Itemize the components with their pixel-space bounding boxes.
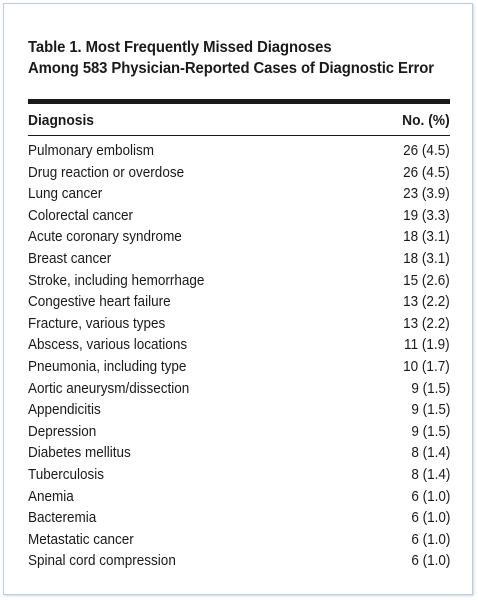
table-row: Bacteremia 6 (1.0) [28,507,450,529]
table-row: Aortic aneurysm/dissection 9 (1.5) [28,378,450,400]
diagnosis-cell: Bacteremia [28,509,97,527]
table-row: Fracture, various types 13 (2.2) [28,313,450,335]
table-header: Diagnosis No. (%) [28,111,450,131]
diagnosis-cell: Drug reaction or overdose [28,163,185,181]
count-cell: 6 (1.0) [410,509,450,527]
header-top-rule [28,99,450,104]
table-body: Pulmonary embolism 26 (4.5) Drug reaction… [28,140,450,572]
diagnosis-cell: Acute coronary syndrome [28,228,182,246]
table-title: Table 1. Most Frequently Missed Diagnose… [28,37,434,79]
column-header-number: No. (%) [402,112,450,129]
diagnosis-cell: Pneumonia, including type [28,357,187,375]
table-row: Pneumonia, including type 10 (1.7) [28,356,450,378]
count-cell: 9 (1.5) [410,422,450,440]
diagnosis-cell: Breast cancer [28,249,112,267]
diagnosis-cell: Pulmonary embolism [28,142,155,159]
count-cell: 11 (1.9) [404,336,450,354]
table-row: Acute coronary syndrome 18 (3.1) [28,226,450,248]
table-title-line-2: Among 583 Physician-Reported Cases of Di… [28,60,434,77]
count-cell: 6 (1.0) [410,487,450,505]
table-row: Abscess, various locations 11 (1.9) [28,334,450,356]
table-row: Anemia 6 (1.0) [28,486,450,508]
count-cell: 9 (1.5) [410,379,450,397]
diagnosis-cell: Colorectal cancer [28,206,134,224]
count-cell: 26 (4.5) [403,142,450,159]
count-cell: 9 (1.5) [410,401,450,419]
diagnosis-cell: Appendicitis [28,401,101,419]
count-cell: 26 (4.5) [403,163,450,181]
count-cell: 8 (1.4) [410,465,450,483]
diagnosis-cell: Diabetes mellitus [28,444,131,462]
table-row: Appendicitis 9 (1.5) [28,399,450,421]
diagnosis-cell: Spinal cord compression [28,552,176,570]
diagnosis-cell: Lung cancer [28,185,103,203]
diagnosis-cell: Stroke, including hemorrhage [28,271,205,289]
table-row: Metastatic cancer 6 (1.0) [28,529,450,551]
count-cell: 13 (2.2) [403,293,450,311]
count-cell: 10 (1.7) [403,357,450,375]
count-cell: 15 (2.6) [403,271,450,289]
count-cell: 18 (3.1) [403,228,450,246]
count-cell: 19 (3.3) [403,206,450,224]
diagnosis-cell: Aortic aneurysm/dissection [28,379,190,397]
diagnosis-cell: Congestive heart failure [28,293,171,311]
count-cell: 6 (1.0) [410,552,450,570]
table-row: Depression 9 (1.5) [28,421,450,443]
table-row: Congestive heart failure 13 (2.2) [28,291,450,313]
table-row: Colorectal cancer 19 (3.3) [28,205,450,227]
table-title-line-1: Table 1. Most Frequently Missed Diagnose… [28,39,332,56]
table-row: Diabetes mellitus 8 (1.4) [28,442,450,464]
table-row: Stroke, including hemorrhage 15 (2.6) [28,270,450,292]
table-row: Lung cancer 23 (3.9) [28,183,450,205]
count-cell: 6 (1.0) [410,530,450,548]
table-row: Drug reaction or overdose 26 (4.5) [28,162,450,184]
diagnosis-cell: Anemia [28,487,74,505]
column-header-diagnosis: Diagnosis [28,112,94,129]
count-cell: 13 (2.2) [403,314,450,332]
diagnosis-cell: Metastatic cancer [28,530,134,548]
count-cell: 23 (3.9) [403,185,450,203]
table-row: Spinal cord compression 6 (1.0) [28,550,450,572]
table-row: Pulmonary embolism 26 (4.5) [28,140,450,162]
diagnosis-cell: Depression [28,422,97,440]
header-bottom-rule [28,135,450,136]
count-cell: 8 (1.4) [410,444,450,462]
diagnosis-cell: Fracture, various types [28,314,166,332]
table-row: Breast cancer 18 (3.1) [28,248,450,270]
diagnosis-cell: Abscess, various locations [28,336,188,354]
count-cell: 18 (3.1) [403,249,450,267]
table-row: Tuberculosis 8 (1.4) [28,464,450,486]
diagnosis-cell: Tuberculosis [28,465,105,483]
